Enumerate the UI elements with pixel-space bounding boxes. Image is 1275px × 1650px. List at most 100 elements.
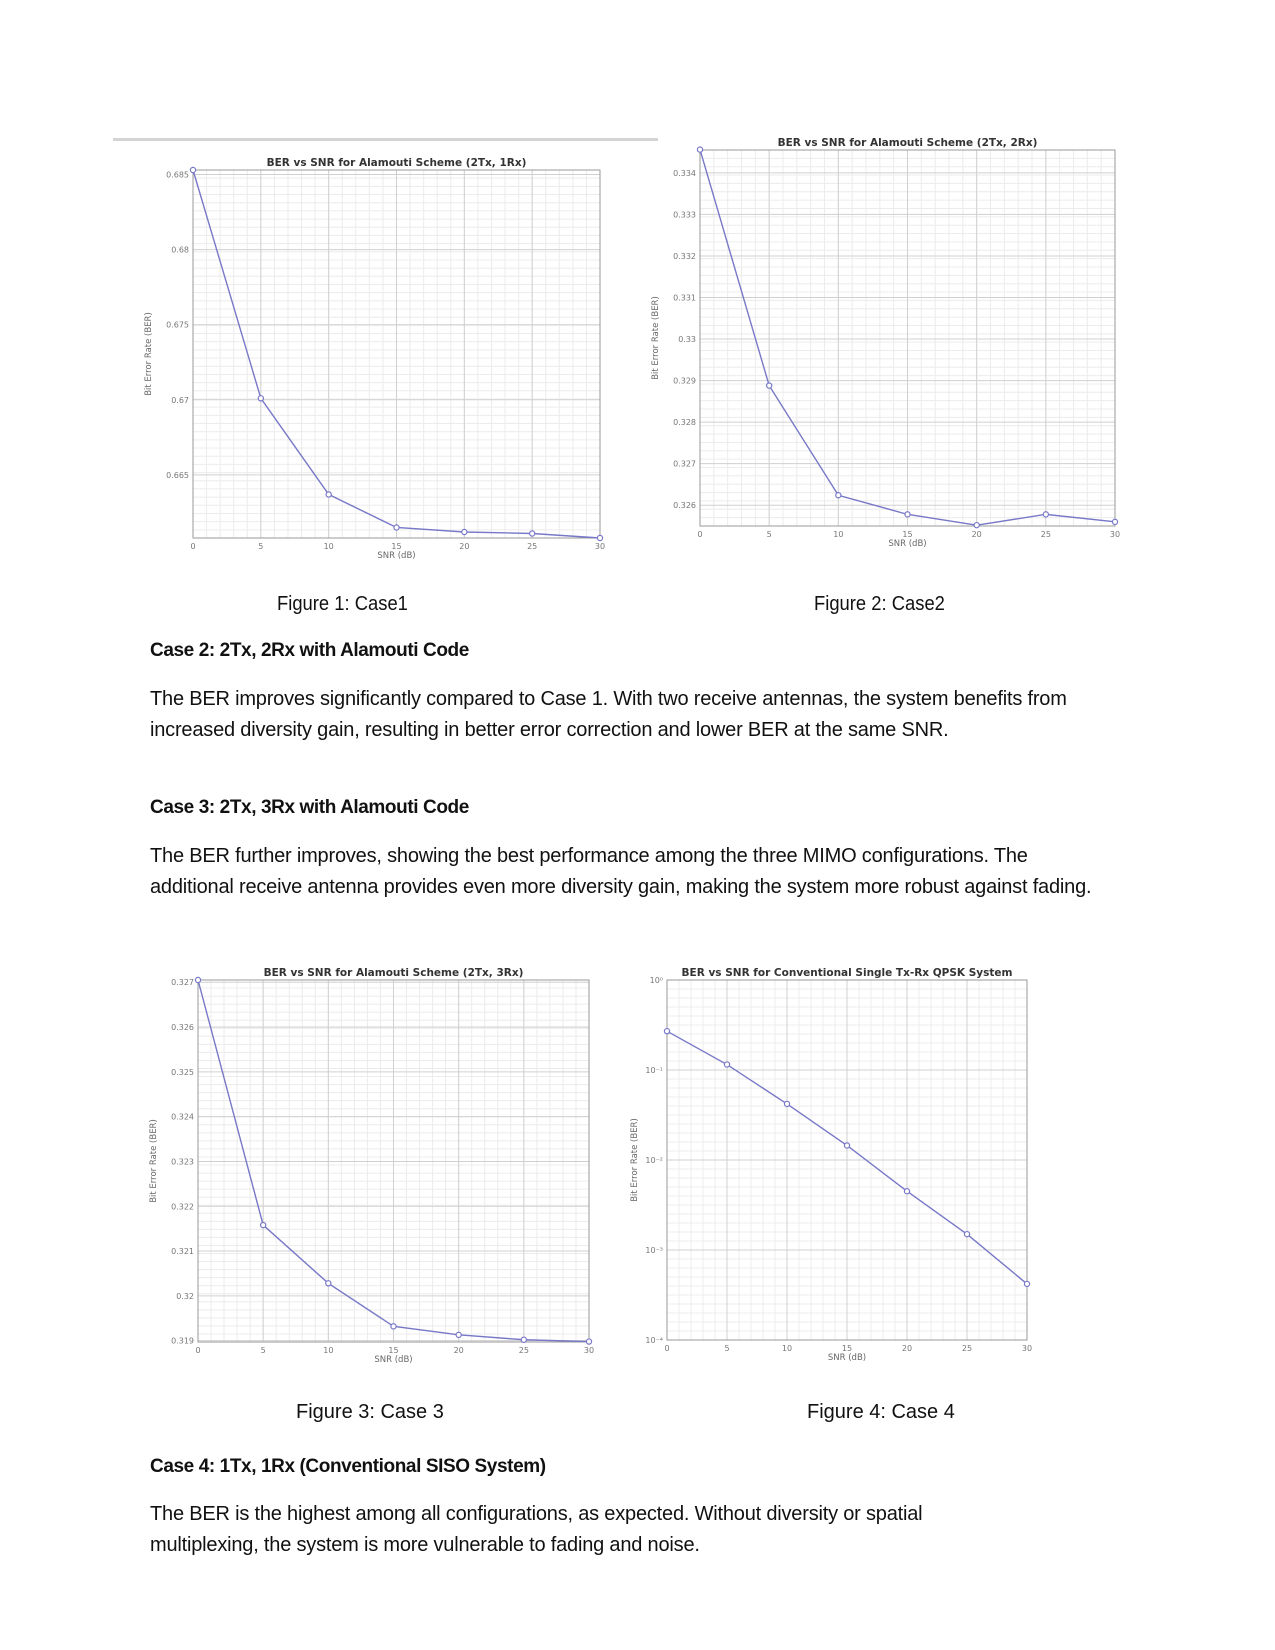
x-tick-label: 30 — [1022, 1344, 1032, 1353]
section-case-3-heading: Case 3: 2Tx, 3Rx with Alamouti Code — [150, 797, 469, 818]
y-tick-label: 10⁰ — [650, 976, 663, 985]
data-point — [696, 146, 704, 153]
x-tick-label: 5 — [258, 542, 263, 551]
data-point — [783, 1100, 791, 1108]
y-tick-label: 0.685 — [166, 171, 189, 180]
major-grid — [699, 150, 1116, 526]
y-tick-label: 0.331 — [673, 293, 696, 302]
data-point — [903, 1188, 911, 1195]
data-point — [1111, 518, 1119, 526]
y-axis-label: Bit Error Rate (BER) — [144, 312, 154, 396]
y-axis-label: Bit Error Rate (BER) — [149, 1119, 159, 1203]
x-tick-label: 20 — [972, 530, 982, 539]
y-tick-label: 10⁻⁴ — [645, 1336, 663, 1345]
data-point — [461, 528, 468, 536]
plot-frame — [192, 169, 601, 539]
x-tick-label: 15 — [902, 530, 912, 539]
y-tick-label: 0.322 — [171, 1202, 194, 1211]
data-point — [843, 1142, 851, 1149]
x-tick-label: 10 — [782, 1344, 792, 1353]
chart-title: BER vs SNR for Alamouti Scheme (2Tx, 1Rx… — [267, 157, 527, 169]
x-tick-label: 0 — [664, 1344, 669, 1353]
major-grid — [197, 980, 590, 1342]
data-point — [765, 382, 773, 389]
y-tick-label: 0.33 — [678, 335, 696, 344]
x-tick-label: 0 — [195, 1346, 200, 1355]
y-tick-label: 10⁻³ — [645, 1246, 663, 1255]
y-tick-label: 0.67 — [171, 396, 189, 405]
plot-frame — [197, 979, 590, 1343]
data-point — [973, 521, 980, 529]
x-tick-label: 25 — [527, 542, 537, 551]
x-tick-label: 10 — [324, 542, 334, 551]
y-tick-label: 0.332 — [673, 252, 696, 261]
y-tick-label: 0.326 — [673, 501, 696, 510]
x-tick-label: 0 — [190, 542, 195, 551]
y-tick-label: 0.324 — [171, 1113, 194, 1122]
x-axis-label: SNR (dB) — [377, 551, 415, 561]
x-tick-label: 20 — [459, 542, 469, 551]
data-point — [1023, 1280, 1031, 1288]
x-axis-label: SNR (dB) — [374, 1355, 412, 1365]
data-point — [257, 395, 265, 402]
data-point — [904, 511, 911, 518]
x-tick-label: 5 — [724, 1344, 729, 1353]
x-tick-label: 20 — [902, 1344, 912, 1353]
x-tick-label: 5 — [767, 530, 772, 539]
x-tick-label: 20 — [454, 1346, 464, 1355]
figure-1-chart: 0 5 10 15 20 25 30 0.665 0.67 0.675 0.68 0.685 BER v… — [135, 150, 615, 561]
x-tick-label: 30 — [595, 542, 605, 551]
y-tick-label: 10⁻² — [645, 1156, 663, 1165]
data-point — [325, 491, 332, 498]
plot-frame — [666, 979, 1028, 1341]
y-tick-label: 0.321 — [171, 1247, 194, 1256]
data-point — [663, 1027, 671, 1035]
y-tick-label: 0.32 — [176, 1292, 194, 1301]
x-tick-label: 10 — [833, 530, 843, 539]
section-case-4-body: The BER is the highest among all configu… — [150, 1503, 923, 1556]
x-tick-label: 30 — [584, 1346, 594, 1355]
figure-3-caption: Figure 3: Case 3 — [296, 1401, 444, 1423]
figure-4-chart: 0 5 10 15 20 25 30 10⁻⁴ 10⁻³ 10⁻² 10⁻¹ 10⁰ BER vs SN… — [630, 956, 1100, 1363]
y-tick-label: 0.323 — [171, 1157, 194, 1166]
x-tick-label: 25 — [519, 1346, 529, 1355]
y-tick-label: 0.325 — [171, 1068, 194, 1077]
data-point — [963, 1230, 971, 1238]
y-tick-label: 0.319 — [171, 1337, 194, 1346]
x-tick-label: 30 — [1110, 530, 1120, 539]
figure-2-chart: 0 5 10 15 20 25 30 0.326 0.327 0.328 0.329 0.33 0.33… — [651, 137, 1175, 549]
figure-1-caption: Figure 1: Case1 — [277, 593, 408, 615]
chart-title: BER vs SNR for Alamouti Scheme (2Tx, 3Rx… — [264, 967, 524, 979]
data-point — [390, 1323, 397, 1330]
section-case-2-heading: Case 2: 2Tx, 2Rx with Alamouti Code — [150, 640, 469, 661]
figure-4-caption: Figure 4: Case 4 — [807, 1401, 955, 1423]
y-tick-label: 10⁻¹ — [645, 1066, 663, 1075]
figure-2-svg: 0 5 10 15 20 25 30 0.326 0.327 0.328 0.329 0.33 0.33… — [651, 137, 1120, 549]
data-point — [455, 1331, 462, 1339]
figure-3-chart: 0 5 10 15 20 25 30 0.319 0.32 0.321 0.322 0.323 0.32… — [140, 950, 625, 1365]
x-tick-label: 25 — [1041, 530, 1051, 539]
data-point — [259, 1221, 267, 1229]
y-tick-label: 0.327 — [171, 978, 194, 987]
y-axis-label: Bit Error Rate (BER) — [651, 296, 661, 380]
data-point — [835, 492, 842, 499]
x-tick-label: 25 — [962, 1344, 972, 1353]
y-axis-label: Bit Error Rate (BER) — [630, 1118, 640, 1202]
y-tick-label: 0.329 — [673, 377, 696, 386]
figure-1-svg: 0 5 10 15 20 25 30 0.665 0.67 0.675 0.68 0.685 BER v… — [144, 157, 605, 561]
data-point — [189, 166, 197, 174]
data-point — [596, 534, 604, 542]
data-point — [723, 1061, 731, 1068]
chart-title: BER vs SNR for Conventional Single Tx-Rx… — [682, 967, 1013, 979]
section-case-4-heading: Case 4: 1Tx, 1Rx (Conventional SISO Syst… — [150, 1456, 546, 1477]
section-case-3-body: The BER further improves, showing the be… — [150, 845, 1092, 898]
y-tick-label: 0.333 — [673, 210, 696, 219]
data-point — [585, 1338, 593, 1345]
x-tick-label: 10 — [323, 1346, 333, 1355]
data-point — [325, 1280, 332, 1287]
figure-top-rule — [113, 138, 658, 141]
y-tick-label: 0.68 — [171, 246, 189, 255]
x-tick-label: 5 — [261, 1346, 266, 1355]
x-tick-label: 0 — [697, 530, 702, 539]
section-case-2-body: The BER improves significantly compared … — [150, 688, 1067, 741]
